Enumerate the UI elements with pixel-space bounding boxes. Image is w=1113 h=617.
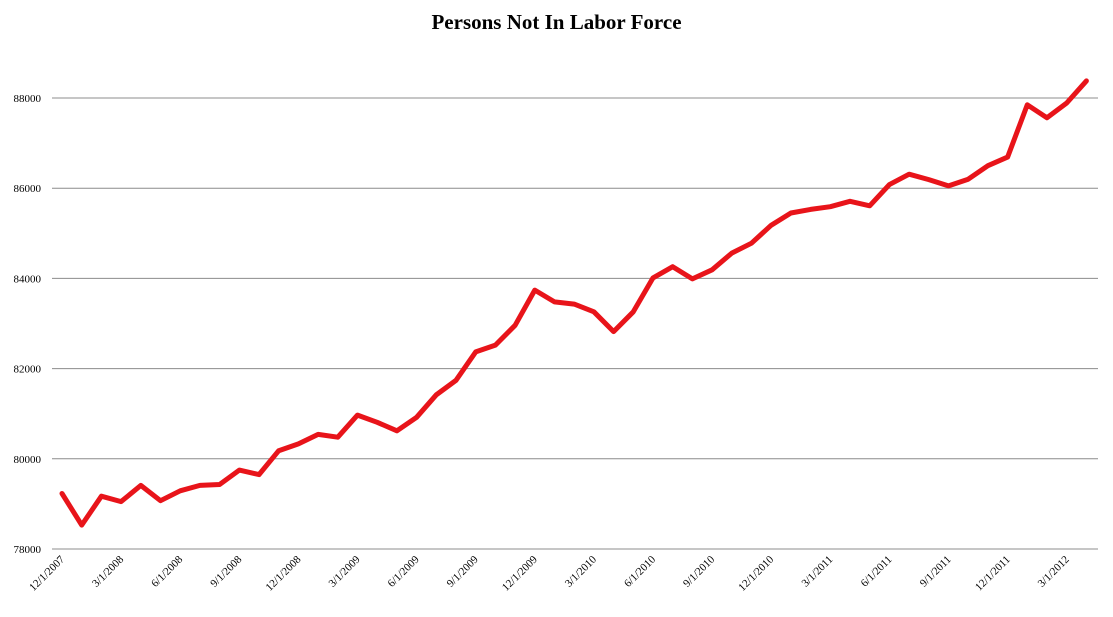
- x-tick-label: 6/1/2009: [386, 553, 422, 589]
- x-tick-label: 12/1/2011: [973, 554, 1013, 594]
- x-tick-label: 12/1/2010: [736, 553, 776, 593]
- x-tick-label: 12/1/2007: [27, 553, 67, 593]
- y-tick-label: 86000: [14, 183, 42, 195]
- x-tick-label: 3/1/2012: [1036, 554, 1072, 590]
- y-tick-label: 88000: [14, 93, 42, 105]
- x-tick-label: 9/1/2009: [445, 553, 481, 589]
- x-tick-label: 12/1/2009: [500, 553, 540, 593]
- x-tick-label: 9/1/2008: [208, 553, 244, 589]
- x-tick-label: 6/1/2011: [859, 554, 895, 590]
- y-axis-ticks: 78000 80000 82000 84000 86000 88000: [14, 93, 42, 556]
- x-tick-label: 6/1/2008: [149, 553, 185, 589]
- x-axis-ticks: 12/1/2007 3/1/2008 6/1/2008 9/1/2008 12/1/20…: [27, 553, 1072, 593]
- y-tick-label: 80000: [14, 454, 42, 466]
- y-tick-label: 84000: [14, 273, 42, 285]
- y-tick-label: 82000: [14, 364, 42, 376]
- chart-title: Persons Not In Labor Force: [431, 10, 682, 34]
- series-line-0: [59, 78, 1089, 528]
- y-tick-label: 78000: [14, 544, 42, 556]
- x-tick-label: 9/1/2010: [681, 553, 717, 589]
- x-tick-label: 3/1/2011: [800, 554, 836, 590]
- x-tick-label: 9/1/2011: [918, 554, 954, 590]
- series-group: [59, 78, 1089, 528]
- x-tick-label: 3/1/2010: [563, 553, 599, 589]
- gridlines: [52, 97, 1098, 550]
- x-tick-label: 12/1/2008: [263, 553, 303, 593]
- x-tick-label: 3/1/2008: [90, 553, 126, 589]
- x-tick-label: 3/1/2009: [326, 553, 362, 589]
- x-tick-label: 6/1/2010: [622, 553, 658, 589]
